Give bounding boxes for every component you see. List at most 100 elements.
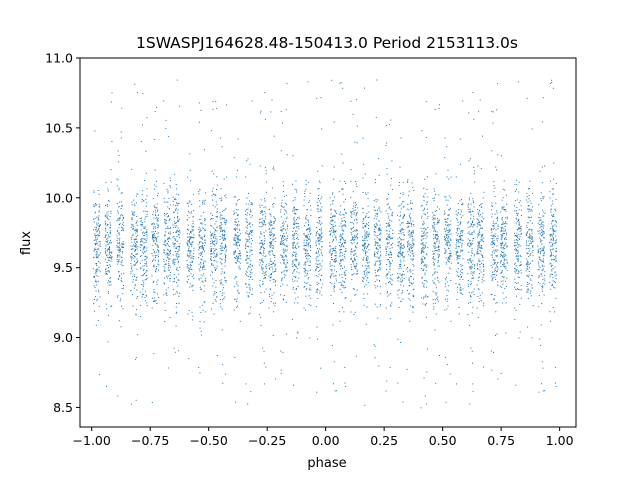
data-point [479,273,481,274]
data-point [144,279,146,281]
data-point [332,203,334,205]
data-point [131,217,133,219]
data-point [472,291,474,293]
data-point [265,170,267,172]
data-point [237,215,239,217]
data-point [352,263,354,265]
data-point [271,263,273,265]
data-point [122,243,123,245]
data-point [212,241,214,243]
data-point [233,157,235,159]
data-point [142,200,144,202]
data-point [108,252,110,254]
data-point [363,278,365,280]
data-point [399,236,400,238]
data-point [340,259,342,261]
data-point [434,329,436,331]
data-point [120,280,122,282]
data-point [164,222,166,223]
data-point [203,245,205,247]
data-point [375,247,377,249]
data-point [473,215,475,217]
data-point [214,206,216,208]
data-point [365,270,367,272]
data-point [469,267,471,269]
data-point [273,203,275,205]
data-point [335,225,337,227]
data-point [136,296,138,297]
data-point [95,204,97,206]
data-point [261,210,263,211]
data-point [191,255,193,257]
data-point [467,262,469,264]
data-point [386,274,388,276]
data-point [250,272,252,274]
data-point [178,255,180,257]
data-point [263,220,265,222]
data-point [473,224,475,226]
data-point [399,251,401,252]
data-point [352,191,354,193]
data-point [494,235,496,237]
data-point [142,223,143,225]
data-point [410,248,412,249]
data-point [163,201,165,203]
data-point [168,267,169,269]
data-point [152,297,153,299]
data-point [136,297,138,299]
data-point [285,245,287,247]
data-point [141,222,143,223]
data-point [282,206,284,208]
data-point [309,337,311,339]
data-point [260,242,262,244]
data-point [365,323,367,325]
data-point [119,217,121,219]
data-point [201,288,202,290]
data-point [296,259,298,261]
data-point [214,231,216,233]
data-point [461,216,462,218]
data-point [480,236,482,238]
data-point [120,208,122,209]
data-point [154,233,155,235]
data-point [469,245,471,247]
data-point [245,238,247,240]
data-point [273,311,274,313]
data-point [146,229,148,231]
data-point [154,301,156,302]
data-point [335,252,337,254]
data-point [462,230,464,232]
data-point [478,301,480,302]
data-point [144,227,146,229]
data-point [491,228,493,230]
data-point [237,209,239,211]
data-point [481,240,483,242]
data-point [379,239,381,241]
data-point [204,203,206,205]
data-point [169,238,171,240]
data-point [353,237,355,239]
data-point [482,305,484,307]
data-point [94,234,96,236]
data-point [461,246,463,248]
data-point [136,216,138,217]
data-point [174,351,176,353]
data-point [97,280,99,282]
data-point [506,203,508,205]
data-point [116,245,118,247]
data-point [280,243,281,245]
data-point [468,251,470,253]
data-point [200,266,201,268]
data-point [356,234,358,236]
data-point [151,231,153,233]
data-point [264,198,266,200]
data-point [399,224,401,226]
data-point [250,203,252,205]
data-point [235,203,237,205]
data-point [204,224,206,226]
data-point [450,280,452,281]
data-point [500,285,501,287]
data-point [437,296,439,298]
data-point [215,300,217,302]
data-point [345,297,347,298]
